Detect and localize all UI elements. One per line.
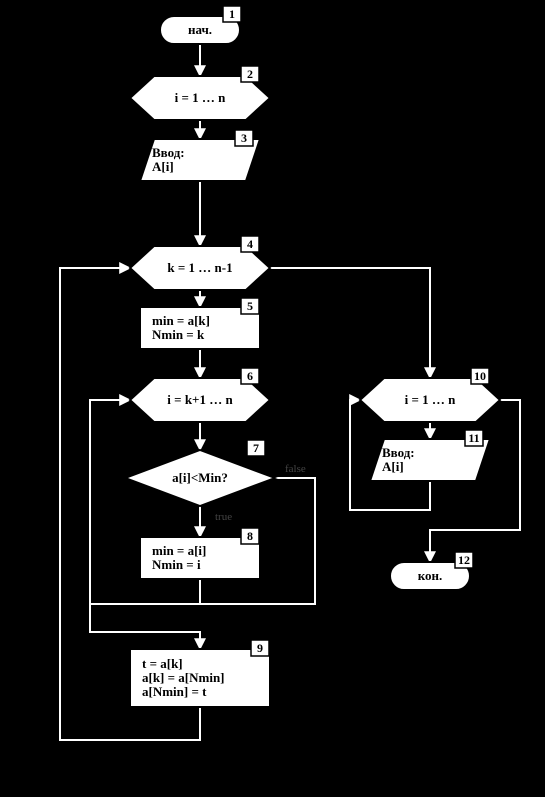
node: t = a[k] a[k] = a[Nmin]a[Nmin] = t 9 [130, 640, 270, 707]
svg-text:кон.: кон. [418, 568, 443, 583]
svg-text:Nmin = k: Nmin = k [152, 327, 205, 342]
svg-text:Nmin = i: Nmin = i [152, 557, 201, 572]
svg-text:min = a[k]: min = a[k] [152, 313, 210, 328]
node: нач. 1 [160, 6, 241, 44]
svg-text:false: false [285, 463, 306, 475]
svg-text:i = k+1 … n: i = k+1 … n [167, 392, 233, 407]
svg-text:i = 1 … n: i = 1 … n [175, 90, 227, 105]
svg-text:7: 7 [253, 441, 259, 455]
svg-text:3: 3 [241, 131, 247, 145]
svg-text:Ввод:: Ввод: [152, 145, 185, 160]
flowchart-canvas: true false нач. 1 i = 1 … n 2 Ввод: A[i] 3 k = 1… [0, 0, 545, 797]
svg-text:2: 2 [247, 67, 253, 81]
node: a[i]<Min? 7 [125, 440, 275, 506]
svg-text:нач.: нач. [188, 22, 212, 37]
svg-text:10: 10 [474, 369, 486, 383]
svg-text:4: 4 [247, 237, 253, 251]
node: кон. 12 [390, 552, 473, 590]
svg-text:i = 1 … n: i = 1 … n [405, 392, 457, 407]
svg-text:9: 9 [257, 641, 263, 655]
svg-text:t = a[k]: t = a[k] [142, 656, 183, 671]
svg-text:12: 12 [458, 553, 470, 567]
svg-text:8: 8 [247, 529, 253, 543]
svg-text:A[i]: A[i] [382, 459, 404, 474]
svg-text:11: 11 [468, 431, 479, 445]
svg-text:a[k] = a[Nmin]: a[k] = a[Nmin] [142, 670, 225, 685]
svg-text:5: 5 [247, 299, 253, 313]
svg-text:a[Nmin] = t: a[Nmin] = t [142, 684, 207, 699]
svg-text:min = a[i]: min = a[i] [152, 543, 206, 558]
svg-text:6: 6 [247, 369, 253, 383]
svg-text:k = 1 … n-1: k = 1 … n-1 [167, 260, 232, 275]
svg-text:1: 1 [229, 7, 235, 21]
svg-text:a[i]<Min?: a[i]<Min? [172, 470, 228, 485]
svg-text:Ввод:: Ввод: [382, 445, 415, 460]
svg-text:A[i]: A[i] [152, 159, 174, 174]
svg-text:true: true [215, 511, 232, 523]
